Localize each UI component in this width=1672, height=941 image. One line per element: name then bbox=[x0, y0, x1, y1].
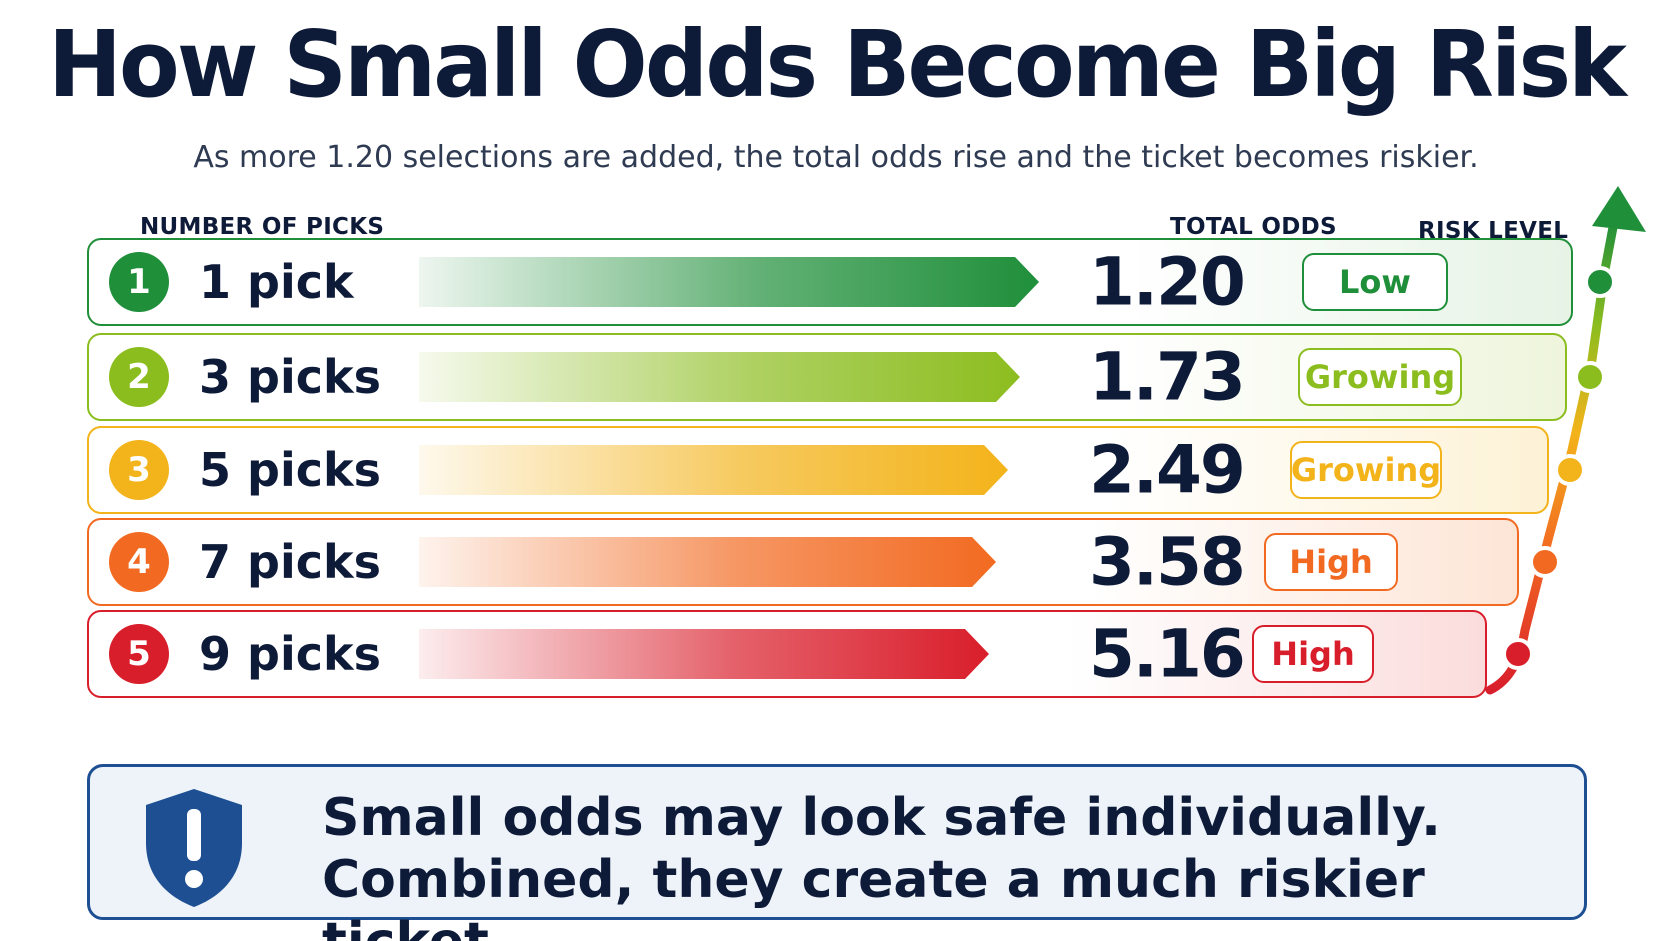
risk-level-badge: High bbox=[1264, 533, 1398, 591]
pick-row: 3 5 picks 2.49 Growing bbox=[87, 426, 1549, 514]
callout-text: Small odds may look safe individually. C… bbox=[322, 787, 1584, 941]
trend-dot bbox=[1584, 266, 1616, 298]
pick-row: 4 7 picks 3.58 High bbox=[87, 518, 1519, 606]
picks-label: 7 picks bbox=[199, 535, 381, 589]
picks-label: 1 pick bbox=[199, 255, 354, 309]
total-odds-value: 5.16 bbox=[1089, 615, 1246, 693]
risk-level-badge: Low bbox=[1302, 253, 1448, 311]
picks-label: 9 picks bbox=[199, 627, 381, 681]
picks-label: 5 picks bbox=[199, 443, 381, 497]
shield-exclamation-icon bbox=[146, 789, 242, 907]
pick-row: 1 1 pick 1.20 Low bbox=[87, 238, 1573, 326]
odds-bar bbox=[419, 352, 1020, 402]
trend-dot bbox=[1529, 546, 1561, 578]
odds-bar bbox=[419, 629, 989, 679]
total-odds-value: 1.20 bbox=[1089, 243, 1246, 321]
row-number-badge: 3 bbox=[109, 440, 169, 500]
trend-dot bbox=[1554, 454, 1586, 486]
total-odds-value: 1.73 bbox=[1089, 338, 1246, 416]
pick-row: 5 9 picks 5.16 High bbox=[87, 610, 1487, 698]
callout-line-1: Small odds may look safe individually. bbox=[322, 788, 1441, 848]
risk-level-badge: Growing bbox=[1290, 441, 1442, 499]
total-odds-value: 3.58 bbox=[1089, 523, 1246, 601]
header-number-of-picks: NUMBER OF PICKS bbox=[140, 214, 385, 240]
chart-title: How Small Odds Become Big Risk bbox=[48, 11, 1627, 118]
picks-label: 3 picks bbox=[199, 350, 381, 404]
warning-callout: Small odds may look safe individually. C… bbox=[87, 764, 1587, 941]
odds-bar bbox=[419, 537, 996, 587]
row-number-badge: 1 bbox=[109, 252, 169, 312]
trend-dot bbox=[1502, 638, 1534, 670]
header-total-odds: TOTAL ODDS bbox=[1170, 214, 1337, 240]
risk-level-badge: Growing bbox=[1298, 348, 1462, 406]
odds-bar bbox=[419, 445, 1008, 495]
total-odds-value: 2.49 bbox=[1089, 431, 1246, 509]
row-number-badge: 2 bbox=[109, 347, 169, 407]
risk-level-badge: High bbox=[1252, 625, 1374, 683]
pick-row: 2 3 picks 1.73 Growing bbox=[87, 333, 1567, 421]
odds-bar bbox=[419, 257, 1039, 307]
trend-dot bbox=[1574, 361, 1606, 393]
row-number-badge: 5 bbox=[109, 624, 169, 684]
chart-subtitle: As more 1.20 selections are added, the t… bbox=[193, 140, 1479, 175]
trend-arrowhead bbox=[1592, 186, 1646, 232]
row-number-badge: 4 bbox=[109, 532, 169, 592]
callout-line-2: Combined, they create a much riskier tic… bbox=[322, 850, 1425, 941]
